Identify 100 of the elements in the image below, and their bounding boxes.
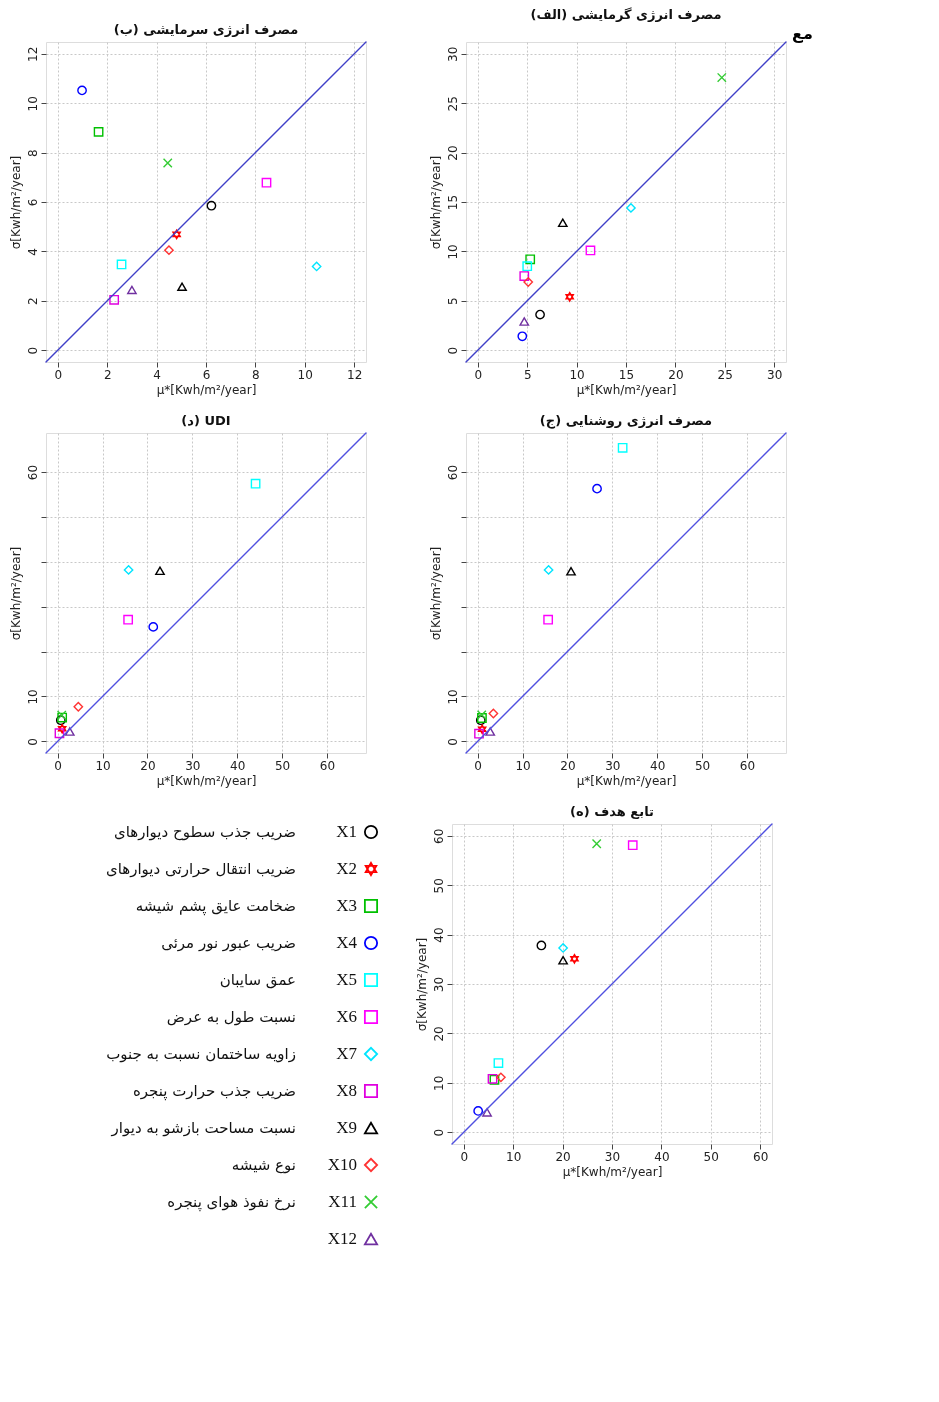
point — [127, 285, 137, 295]
point — [162, 158, 173, 168]
point — [592, 483, 602, 494]
point — [535, 309, 545, 320]
x-tick-label: 30 — [604, 1149, 621, 1164]
point — [627, 840, 638, 851]
y-axis-title: σ[Kwh/m²/year] — [428, 546, 443, 641]
x-tick-label: 0 — [474, 758, 482, 773]
point — [557, 218, 568, 228]
chart-title: (الف) مصرف انرژی گرمایشی — [530, 7, 722, 22]
x-tick-label: 25 — [717, 367, 733, 382]
text: زاویه ساختمان نسبت به جنوب — [106, 1045, 296, 1063]
y-axis-title: σ[Kwh/m²/year] — [8, 546, 23, 641]
point — [585, 245, 596, 256]
point — [148, 622, 159, 632]
point — [558, 943, 568, 953]
chart-title: (د) UDI — [181, 413, 231, 429]
x-axis-title: μ*[Kwh/m²/year] — [156, 773, 257, 788]
x-tick-label: 40 — [650, 758, 666, 773]
point — [543, 614, 554, 625]
point — [473, 1106, 484, 1116]
point — [164, 245, 174, 256]
text: عمق سایبان — [219, 971, 296, 989]
text: نرخ نفوذ هوای پنجره — [167, 1193, 296, 1212]
point — [570, 953, 579, 964]
legend-label: X9 — [336, 1118, 357, 1137]
text: ضخامت عایق پشم شیشه — [135, 897, 296, 916]
point — [536, 940, 547, 951]
legend-label: X6 — [336, 1007, 357, 1026]
x-tick-label: 60 — [739, 758, 756, 773]
x-tick-label: 0 — [54, 758, 62, 773]
legend-label: X3 — [336, 896, 357, 915]
y-tick-label: 5 — [445, 297, 460, 306]
x-tick-label: 10 — [95, 758, 111, 773]
x-tick-label: 12 — [347, 367, 363, 382]
point — [566, 566, 576, 576]
y-axis-title: σ[Kwh/m²/year] — [428, 155, 443, 250]
x-tick-label: 40 — [654, 1149, 670, 1164]
x-tick-label: 10 — [297, 367, 313, 382]
y-tick-label: 50 — [431, 878, 446, 894]
point — [558, 955, 568, 965]
x-tick-label: 6 — [202, 367, 211, 382]
y-tick-label: 30 — [445, 46, 460, 62]
y-tick-label: 15 — [445, 194, 460, 211]
y-tick-label: 40 — [431, 927, 446, 943]
point — [177, 282, 187, 292]
y-tick-label: 0 — [445, 346, 460, 355]
y-tick-label: 2 — [25, 297, 40, 306]
legend-label: X8 — [336, 1081, 357, 1100]
text: نسبت طول به عرض — [166, 1008, 296, 1026]
x-tick-label: 10 — [569, 367, 585, 382]
y-tick-label: 0 — [25, 738, 40, 746]
point — [172, 229, 181, 240]
point — [476, 709, 487, 720]
point — [485, 727, 496, 736]
point — [493, 1058, 504, 1068]
point — [93, 126, 104, 137]
y-tick-label: 25 — [445, 96, 460, 112]
x-tick-label: 20 — [555, 1149, 571, 1164]
x-tick-label: 0 — [474, 367, 483, 382]
point — [155, 566, 165, 576]
y-axis-title: σ[Kwh/m²/year] — [8, 155, 23, 250]
x-tick-label: 20 — [668, 367, 684, 382]
x-axis-title: μ*[Kwh/m²/year] — [156, 382, 257, 397]
point — [519, 317, 530, 326]
point — [626, 203, 636, 213]
point — [477, 724, 487, 735]
x-tick-label: 0 — [54, 367, 63, 382]
legend-label: X11 — [328, 1192, 357, 1211]
point — [519, 271, 530, 281]
x-tick-label: 50 — [694, 758, 711, 773]
chart-title: (ه) تابع هدف — [570, 804, 654, 820]
text: مع — [792, 24, 813, 43]
point — [77, 85, 87, 96]
point — [261, 177, 272, 188]
text: نسبت مساحت بازشو به دیوار — [110, 1119, 296, 1137]
y-tick-label: 60 — [445, 464, 460, 481]
y-tick-label: 0 — [445, 738, 460, 746]
chart-title: (ب) مصرف انرژی سرمایشی — [113, 22, 299, 38]
legend-label: X5 — [336, 970, 357, 989]
x-tick-label: 15 — [618, 367, 635, 382]
point — [250, 478, 261, 489]
x-tick-label: 30 — [605, 758, 621, 773]
x-tick-label: 30 — [185, 758, 201, 773]
x-tick-label: 5 — [523, 367, 532, 382]
point — [311, 261, 322, 272]
x-axis-title: μ*[Kwh/m²/year] — [562, 1164, 663, 1179]
text: ضریب جذب حرارت پنجره — [132, 1082, 296, 1101]
text: نوع شیشه — [231, 1156, 296, 1174]
x-tick-label: 4 — [153, 367, 161, 382]
y-tick-label: 60 — [25, 464, 40, 481]
chart-title: (ج) مصرف انرژی روشنایی — [539, 413, 713, 430]
x-tick-label: 20 — [560, 758, 576, 773]
point — [617, 442, 628, 453]
point — [206, 200, 217, 211]
x-axis-title: μ*[Kwh/m²/year] — [576, 773, 677, 788]
legend-label: X7 — [336, 1044, 358, 1063]
point — [123, 565, 134, 575]
y-tick-label: 10 — [25, 96, 40, 112]
x-tick-label: 2 — [103, 367, 112, 382]
